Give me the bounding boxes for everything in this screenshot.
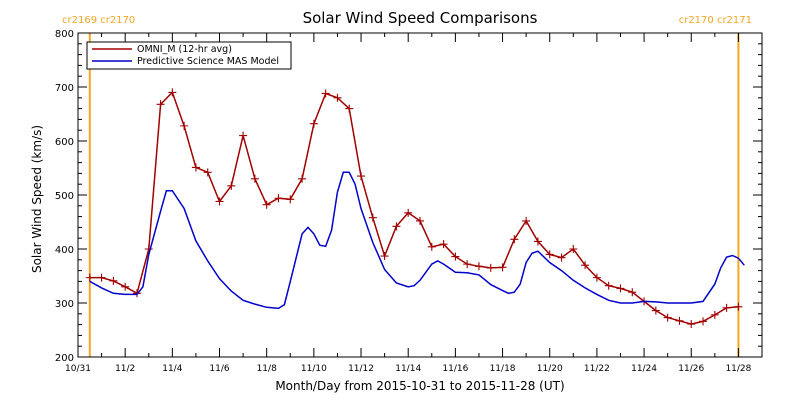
data-point-marker [180, 121, 189, 130]
chart-title: Solar Wind Speed Comparisons [303, 9, 538, 27]
data-point-marker [427, 242, 436, 251]
data-point-marker [97, 273, 106, 282]
carrington-marker-label-left: cr2169 cr2170 [62, 15, 135, 26]
carrington-marker-label-right: cr2170 cr2171 [679, 15, 752, 26]
data-point-marker [463, 260, 472, 269]
legend: OMNI_M (12-hr avg) Predictive Science MA… [86, 41, 292, 70]
data-point-marker [451, 252, 460, 261]
legend-label-mas: Predictive Science MAS Model [137, 56, 279, 67]
data-point-marker [239, 131, 248, 140]
data-point-marker [557, 253, 566, 262]
plot-frame [77, 32, 763, 358]
x-tick-label: 11/18 [490, 364, 516, 374]
y-tick-label: 600 [55, 137, 74, 148]
data-point-marker [581, 261, 590, 270]
data-point-marker [357, 172, 366, 181]
legend-label-omni: OMNI_M (12-hr avg) [137, 44, 232, 55]
data-point-marker [85, 273, 94, 282]
data-point-marker [663, 313, 672, 322]
data-point-marker [675, 316, 684, 325]
data-point-marker [699, 317, 708, 326]
x-tick-label: 11/2 [115, 364, 135, 374]
data-point-marker [274, 194, 283, 203]
data-point-marker [215, 197, 224, 206]
data-point-marker [592, 273, 601, 282]
y-tick-label: 500 [55, 191, 74, 202]
data-point-marker [498, 263, 507, 272]
data-point-marker [345, 104, 354, 113]
y-axis-label: Solar Wind Speed (km/s) [30, 125, 44, 273]
data-point-marker [380, 252, 389, 261]
x-tick-label: 11/8 [257, 364, 277, 374]
x-tick-label: 11/20 [537, 364, 563, 374]
x-tick-label: 11/28 [725, 364, 751, 374]
data-point-marker [734, 302, 743, 311]
x-tick-label: 11/22 [584, 364, 610, 374]
data-point-marker [144, 245, 153, 253]
data-point-marker [474, 262, 483, 271]
data-point-marker [250, 174, 259, 183]
data-point-marker [616, 284, 625, 293]
data-point-marker [309, 119, 318, 128]
y-tick-label: 400 [55, 245, 74, 256]
data-point-marker [298, 174, 307, 183]
data-point-marker [687, 320, 696, 329]
x-tick-label: 11/4 [162, 364, 182, 374]
data-point-marker [333, 93, 342, 102]
data-point-marker [203, 168, 212, 177]
data-point-marker [168, 88, 177, 97]
y-tick-label: 800 [55, 29, 74, 40]
x-tick-label: 10/31 [65, 364, 91, 374]
x-tick-label: 11/6 [209, 364, 229, 374]
y-tick-label: 700 [55, 83, 74, 94]
data-point-marker [710, 310, 719, 319]
y-tick-label: 200 [55, 353, 74, 364]
series-line-0 [89, 91, 739, 325]
x-tick-label: 11/16 [442, 364, 468, 374]
data-point-marker [227, 181, 236, 190]
data-point-marker [392, 222, 401, 231]
data-point-marker [604, 281, 613, 290]
data-point-marker [416, 216, 424, 225]
y-tick-label: 300 [55, 299, 74, 310]
data-point-marker [651, 306, 660, 315]
x-tick-label: 11/12 [348, 364, 374, 374]
data-point-marker [486, 263, 495, 272]
data-point-marker [286, 195, 295, 204]
data-point-marker [569, 245, 578, 253]
x-tick-label: 11/14 [395, 364, 421, 374]
x-tick-label: 11/10 [301, 364, 327, 374]
data-point-marker [321, 89, 330, 98]
plot-area: 200 300 400 500 600 700 800 10/31 11/2 11/4 11/6 11… [55, 29, 763, 374]
data-point-marker [368, 213, 377, 222]
data-point-marker [545, 250, 554, 259]
series-line-1 [89, 171, 745, 310]
x-tick-label: 11/24 [631, 364, 657, 374]
data-point-marker [533, 237, 542, 246]
data-point-marker [522, 216, 531, 225]
data-point-marker [109, 276, 118, 285]
data-point-marker [628, 288, 637, 297]
data-point-marker [439, 240, 448, 249]
data-point-marker [722, 303, 731, 312]
data-point-marker [510, 235, 519, 244]
legend-box [86, 41, 292, 70]
x-tick-label: 11/26 [678, 364, 704, 374]
data-point-marker [191, 163, 200, 172]
data-point-marker [121, 282, 130, 291]
data-point-marker [404, 208, 413, 217]
x-axis-label: Month/Day from 2015-10-31 to 2015-11-28 … [275, 379, 564, 393]
data-point-marker [262, 200, 271, 209]
data-point-marker [156, 100, 165, 109]
